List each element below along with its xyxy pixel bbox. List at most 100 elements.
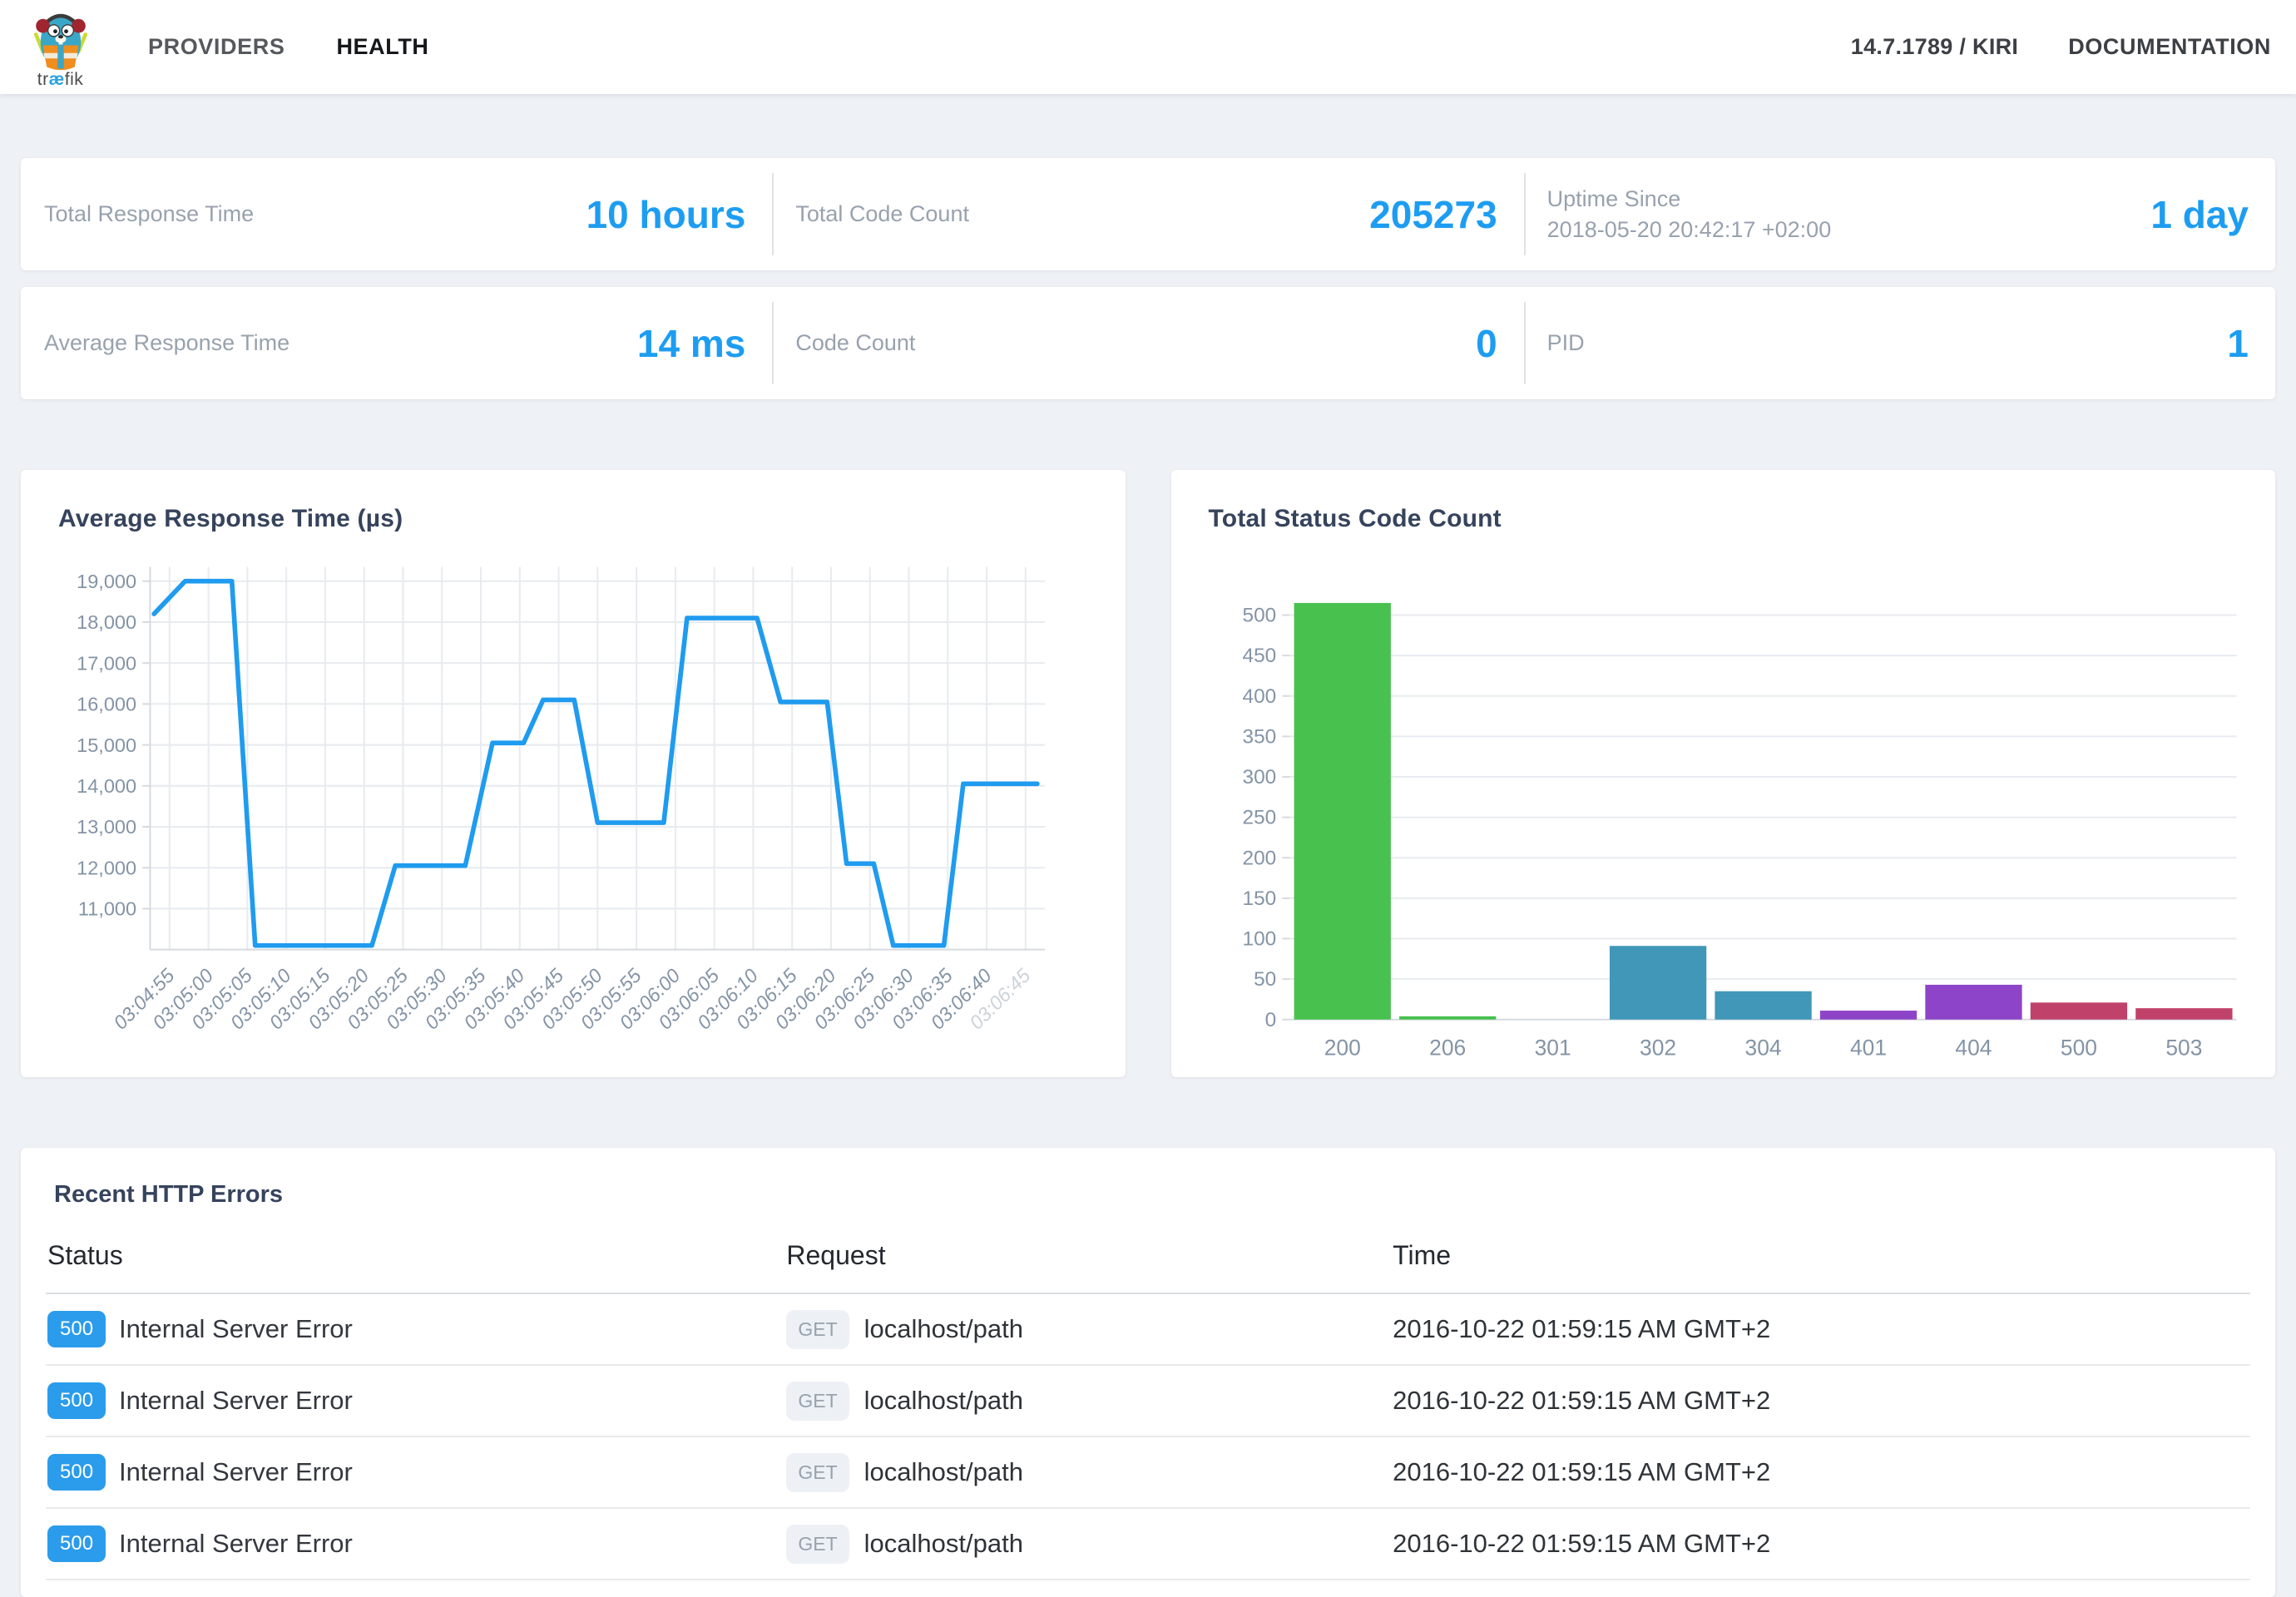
stat-label: Code Count bbox=[795, 328, 915, 358]
line-chart-title: Average Response Time (µs) bbox=[58, 505, 1101, 533]
svg-text:401: 401 bbox=[1849, 1035, 1886, 1060]
errors-card: Recent HTTP Errors Status Request Time 5… bbox=[21, 1148, 2275, 1597]
uptime-datetime: 2018-05-20 20:42:17 +02:00 bbox=[1547, 215, 1832, 245]
line-chart-grid: 11,00012,00013,00014,00015,00016,00017,0… bbox=[77, 566, 1045, 949]
table-row: 500Internal Server ErrorGETlocalhost/pat… bbox=[46, 1509, 2250, 1580]
errors-table-header: Status Request Time bbox=[46, 1240, 2250, 1294]
svg-text:300: 300 bbox=[1242, 766, 1276, 789]
status-text: Internal Server Error bbox=[119, 1457, 353, 1487]
nav-link-health[interactable]: HEALTH bbox=[336, 34, 428, 60]
stat-card-row-2: Average Response Time 14 ms Code Count 0… bbox=[21, 287, 2275, 399]
bar-206[interactable] bbox=[1399, 1016, 1496, 1020]
stat-average-response-time: Average Response Time 14 ms bbox=[21, 287, 772, 399]
request-path: localhost/path bbox=[864, 1314, 1023, 1344]
stat-uptime-since: Uptime Since 2018-05-20 20:42:17 +02:00 … bbox=[1524, 158, 2275, 270]
table-row: 500 Internal Server Error GET localhost/pat… bbox=[46, 1294, 2250, 1366]
errors-title: Recent HTTP Errors bbox=[46, 1181, 2250, 1209]
nav-link-providers[interactable]: PROVIDERS bbox=[148, 34, 285, 60]
svg-text:150: 150 bbox=[1242, 887, 1276, 910]
error-time: 2016-10-22 01:59:15 AM GMT+2 bbox=[1393, 1314, 1770, 1344]
method-badge: GET bbox=[786, 1310, 849, 1349]
svg-text:404: 404 bbox=[1955, 1035, 1992, 1060]
svg-text:400: 400 bbox=[1242, 685, 1276, 708]
error-time: 2016-10-22 01:59:15 AM GMT+2 bbox=[1393, 1386, 1770, 1416]
svg-text:13,000: 13,000 bbox=[77, 816, 136, 838]
status-text: Internal Server Error bbox=[119, 1314, 353, 1344]
svg-text:301: 301 bbox=[1534, 1035, 1571, 1060]
status-badge: 500 bbox=[47, 1454, 106, 1491]
table-row: 500Internal Server ErrorGETlocalhost/pat… bbox=[46, 1366, 2250, 1437]
svg-text:302: 302 bbox=[1640, 1035, 1676, 1060]
bar-chart-card: Total Status Code Count 0 50 100 150 200 250 3… bbox=[1171, 470, 2276, 1077]
stat-total-response-time: Total Response Time 10 hours bbox=[21, 158, 772, 270]
line-chart-x-labels: 03:04:5503:05:0003:05:0503:05:1003:05:15… bbox=[109, 964, 1035, 1034]
nav-link-documentation[interactable]: DOCUMENTATION bbox=[2068, 34, 2271, 60]
bar-302[interactable] bbox=[1609, 946, 1705, 1019]
line-chart[interactable]: 11,00012,00013,00014,00015,00016,00017,0… bbox=[58, 556, 1113, 1067]
status-text: Internal Server Error bbox=[119, 1386, 353, 1416]
method-badge: GET bbox=[786, 1382, 849, 1421]
status-badge: 500 bbox=[47, 1311, 106, 1347]
bar-chart-title: Total Status Code Count bbox=[1209, 505, 2251, 533]
bar-503[interactable] bbox=[2135, 1008, 2232, 1020]
svg-text:14,000: 14,000 bbox=[77, 775, 136, 797]
method-badge: GET bbox=[786, 1453, 849, 1492]
error-time: 2016-10-22 01:59:15 AM GMT+2 bbox=[1393, 1529, 1770, 1559]
stat-pid: PID 1 bbox=[1524, 287, 2275, 399]
nav-bar: træfik PROVIDERS HEALTH 14.7.1789 / KIRI… bbox=[0, 0, 2296, 94]
status-badge: 500 bbox=[47, 1382, 106, 1419]
bar-404[interactable] bbox=[1925, 985, 2021, 1020]
stat-value: 0 bbox=[1476, 321, 1497, 366]
svg-text:503: 503 bbox=[2165, 1035, 2202, 1060]
svg-text:304: 304 bbox=[1744, 1035, 1781, 1060]
svg-text:17,000: 17,000 bbox=[77, 652, 136, 674]
status-text: Internal Server Error bbox=[119, 1529, 353, 1559]
stat-card-row-1: Total Response Time 10 hours Total Code … bbox=[21, 158, 2275, 270]
bar-series-status-codes bbox=[1294, 603, 2232, 1020]
stat-value: 10 hours bbox=[586, 192, 746, 237]
svg-text:11,000: 11,000 bbox=[78, 898, 136, 920]
svg-text:19,000: 19,000 bbox=[77, 571, 136, 592]
svg-text:16,000: 16,000 bbox=[77, 694, 136, 715]
stat-value: 205273 bbox=[1369, 192, 1497, 237]
table-row: 500 Internal Server Error GET localhost/pat… bbox=[46, 1437, 2250, 1509]
bar-401[interactable] bbox=[1819, 1011, 1916, 1020]
traefik-logo[interactable]: træfik bbox=[21, 5, 100, 90]
line-chart-card: Average Response Time (µs) 11,000 12,000 1… bbox=[21, 470, 1126, 1077]
bar-chart-grid: 050100150200250300350400450500 bbox=[1242, 605, 2236, 1031]
svg-text:206: 206 bbox=[1429, 1035, 1466, 1060]
svg-text:12,000: 12,000 bbox=[77, 857, 136, 878]
svg-text:0: 0 bbox=[1264, 1009, 1276, 1031]
bar-200[interactable] bbox=[1294, 603, 1390, 1020]
svg-text:200: 200 bbox=[1242, 847, 1276, 869]
request-path: localhost/path bbox=[864, 1457, 1023, 1487]
errors-rows: 500 Internal Server Error GET localhost/pat… bbox=[46, 1294, 2250, 1580]
stat-label: Total Code Count bbox=[795, 199, 969, 229]
stat-label: PID bbox=[1547, 328, 1585, 358]
svg-text:450: 450 bbox=[1242, 645, 1276, 667]
svg-text:500: 500 bbox=[2060, 1035, 2096, 1060]
svg-text:18,000: 18,000 bbox=[77, 611, 136, 633]
brand-wordmark: træfik bbox=[37, 70, 84, 90]
column-header-status: Status bbox=[46, 1240, 786, 1271]
stat-total-code-count: Total Code Count 205273 bbox=[772, 158, 1523, 270]
svg-text:500: 500 bbox=[1242, 605, 1276, 627]
method-badge: GET bbox=[786, 1525, 849, 1564]
version-label: 14.7.1789 / KIRI bbox=[1851, 34, 2018, 60]
error-time: 2016-10-22 01:59:15 AM GMT+2 bbox=[1393, 1457, 1770, 1487]
bar-chart[interactable]: 0501001502002503003504004505002002063013… bbox=[1209, 563, 2259, 1077]
bar-304[interactable] bbox=[1715, 991, 1811, 1020]
svg-text:100: 100 bbox=[1242, 928, 1276, 951]
stat-value: 1 bbox=[2227, 321, 2249, 366]
request-path: localhost/path bbox=[864, 1529, 1023, 1559]
svg-text:250: 250 bbox=[1242, 807, 1276, 829]
stat-label: Average Response Time bbox=[44, 328, 289, 358]
svg-text:50: 50 bbox=[1254, 968, 1276, 991]
stat-value: 1 day bbox=[2150, 192, 2249, 237]
stat-value: 14 ms bbox=[637, 321, 745, 366]
bar-500[interactable] bbox=[2030, 1002, 2126, 1019]
stat-label: Total Response Time bbox=[44, 199, 254, 229]
svg-text:200: 200 bbox=[1324, 1035, 1360, 1060]
column-header-time: Time bbox=[1393, 1240, 2250, 1271]
bar-chart-x-labels: 200 206 301 302 304 401 404 500 503 bbox=[1324, 1035, 2202, 1060]
